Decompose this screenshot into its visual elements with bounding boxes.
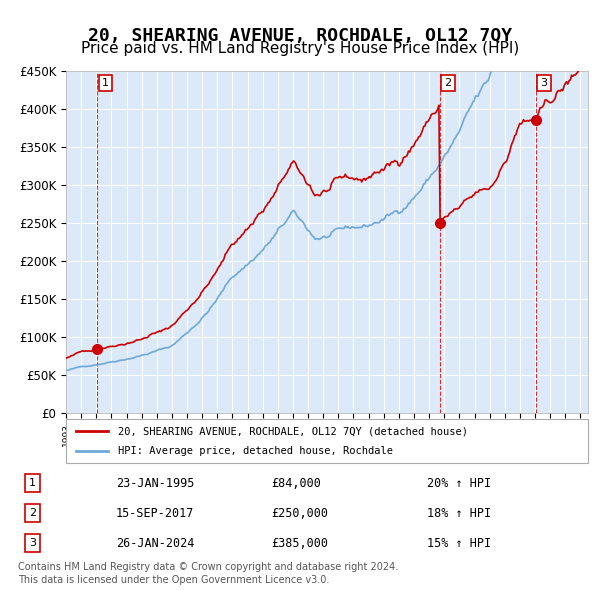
Text: 3: 3	[541, 78, 548, 88]
Text: £250,000: £250,000	[271, 507, 328, 520]
Text: £385,000: £385,000	[271, 536, 328, 550]
Text: 15-SEP-2017: 15-SEP-2017	[116, 507, 194, 520]
Text: £84,000: £84,000	[271, 477, 321, 490]
Text: This data is licensed under the Open Government Licence v3.0.: This data is licensed under the Open Gov…	[18, 575, 329, 585]
Text: 1: 1	[102, 78, 109, 88]
Text: Contains HM Land Registry data © Crown copyright and database right 2024.: Contains HM Land Registry data © Crown c…	[18, 562, 398, 572]
Text: 15% ↑ HPI: 15% ↑ HPI	[427, 536, 491, 550]
Text: 1: 1	[29, 478, 36, 488]
Text: 18% ↑ HPI: 18% ↑ HPI	[427, 507, 491, 520]
Text: Price paid vs. HM Land Registry's House Price Index (HPI): Price paid vs. HM Land Registry's House …	[81, 41, 519, 56]
Text: 3: 3	[29, 538, 36, 548]
Text: 20, SHEARING AVENUE, ROCHDALE, OL12 7QY (detached house): 20, SHEARING AVENUE, ROCHDALE, OL12 7QY …	[118, 427, 468, 436]
Text: 26-JAN-2024: 26-JAN-2024	[116, 536, 194, 550]
Text: 2: 2	[29, 508, 37, 518]
Text: 2: 2	[445, 78, 452, 88]
Text: 20, SHEARING AVENUE, ROCHDALE, OL12 7QY: 20, SHEARING AVENUE, ROCHDALE, OL12 7QY	[88, 27, 512, 45]
Text: HPI: Average price, detached house, Rochdale: HPI: Average price, detached house, Roch…	[118, 446, 393, 455]
Text: 20% ↑ HPI: 20% ↑ HPI	[427, 477, 491, 490]
Text: 23-JAN-1995: 23-JAN-1995	[116, 477, 194, 490]
FancyBboxPatch shape	[66, 419, 588, 463]
